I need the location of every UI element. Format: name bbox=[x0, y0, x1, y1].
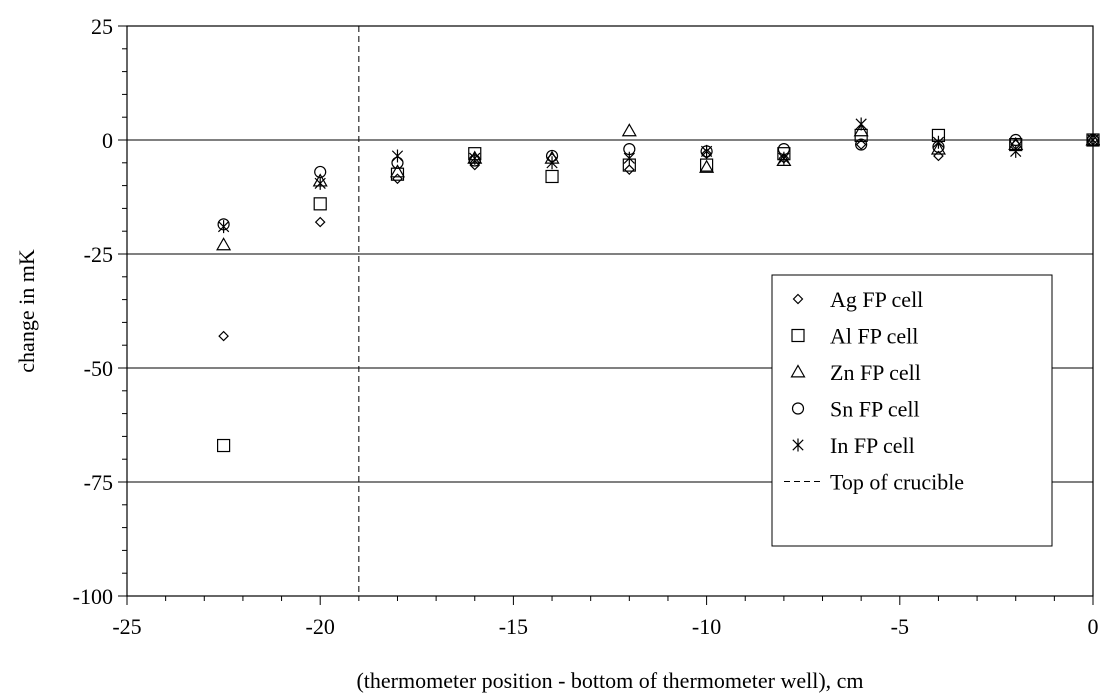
point-in-fp-cell bbox=[623, 151, 635, 165]
point-al-fp-cell bbox=[699, 158, 714, 172]
y-tick-labels: 25 0 -25 -50 -75 -100 bbox=[73, 14, 113, 609]
point-al-fp-cell bbox=[217, 438, 231, 453]
point-ag-fp-cell bbox=[855, 139, 867, 150]
x-tick-label: 0 bbox=[1088, 614, 1099, 639]
x-axis-title: (thermometer position - bottom of thermo… bbox=[356, 668, 863, 693]
point-sn-fp-cell bbox=[855, 138, 868, 151]
point-zn-fp-cell bbox=[853, 123, 869, 137]
point-in-fp-cell bbox=[314, 176, 326, 190]
point-in-fp-cell bbox=[932, 135, 945, 149]
legend-box bbox=[771, 274, 1053, 547]
y-tick-label: -50 bbox=[84, 356, 113, 381]
data-markers bbox=[216, 117, 1100, 453]
y-tick-label: -25 bbox=[84, 242, 113, 267]
point-in-fp-cell bbox=[778, 151, 790, 165]
x-tick-label: -25 bbox=[112, 614, 141, 639]
plot-area-frame bbox=[126, 25, 1094, 597]
legend-label-sn-fp-cell: Sn FP cell bbox=[830, 397, 920, 422]
point-sn-fp-cell bbox=[314, 165, 327, 179]
y-tick-label: -75 bbox=[84, 470, 113, 495]
point-al-fp-cell bbox=[313, 197, 327, 211]
x-tick-label: -5 bbox=[891, 614, 909, 639]
point-zn-fp-cell bbox=[930, 141, 946, 155]
legend-marker-ag-fp-cell bbox=[792, 293, 804, 305]
y-tick-label: -100 bbox=[73, 584, 113, 609]
point-in-fp-cell bbox=[1087, 133, 1099, 147]
point-zn-fp-cell bbox=[776, 152, 792, 166]
point-in-fp-cell bbox=[217, 220, 230, 234]
x-tick-label: -15 bbox=[499, 614, 528, 639]
legend-label-al-fp-cell: Al FP cell bbox=[830, 324, 918, 349]
legend-label-zn-fp-cell: Zn FP cell bbox=[830, 360, 921, 385]
y-axis-title: change in mK bbox=[14, 249, 39, 373]
legend-marker-zn-fp-cell bbox=[790, 364, 806, 378]
point-zn-fp-cell bbox=[216, 237, 232, 251]
x-tick-label: -20 bbox=[306, 614, 335, 639]
point-zn-fp-cell bbox=[621, 123, 637, 137]
legend-label-top-of-crucible: Top of crucible bbox=[830, 470, 964, 495]
point-zn-fp-cell bbox=[389, 164, 406, 178]
y-tick-label: 0 bbox=[102, 128, 113, 153]
point-ag-fp-cell bbox=[314, 216, 326, 228]
legend-marker-al-fp-cell bbox=[791, 328, 805, 343]
point-ag-fp-cell bbox=[218, 330, 229, 342]
legend: Ag FP cell Al FP cell Zn FP cell Sn FP cell… bbox=[771, 274, 1053, 547]
point-al-fp-cell bbox=[545, 169, 559, 184]
point-zn-fp-cell bbox=[699, 159, 715, 173]
point-in-fp-cell bbox=[1010, 144, 1022, 158]
point-ag-fp-cell bbox=[623, 164, 635, 175]
legend-marker-in-fp-cell bbox=[792, 438, 804, 452]
legend-label-in-fp-cell: In FP cell bbox=[830, 433, 915, 458]
legend-marker-sn-fp-cell bbox=[791, 402, 805, 415]
point-ag-fp-cell bbox=[701, 148, 712, 160]
y-tick-label: 25 bbox=[91, 14, 113, 39]
x-tick-label: -10 bbox=[692, 614, 721, 639]
point-in-fp-cell bbox=[700, 144, 713, 158]
point-in-fp-cell bbox=[469, 151, 481, 165]
point-in-fp-cell bbox=[546, 156, 558, 170]
legend-label-ag-fp-cell: Ag FP cell bbox=[830, 287, 923, 312]
point-ag-fp-cell bbox=[392, 173, 403, 185]
x-tick-labels: -25 -20 -15 -10 -5 0 bbox=[112, 614, 1098, 639]
axis-ticks bbox=[118, 25, 1094, 605]
point-in-fp-cell bbox=[391, 149, 404, 163]
point-in-fp-cell bbox=[855, 117, 867, 131]
